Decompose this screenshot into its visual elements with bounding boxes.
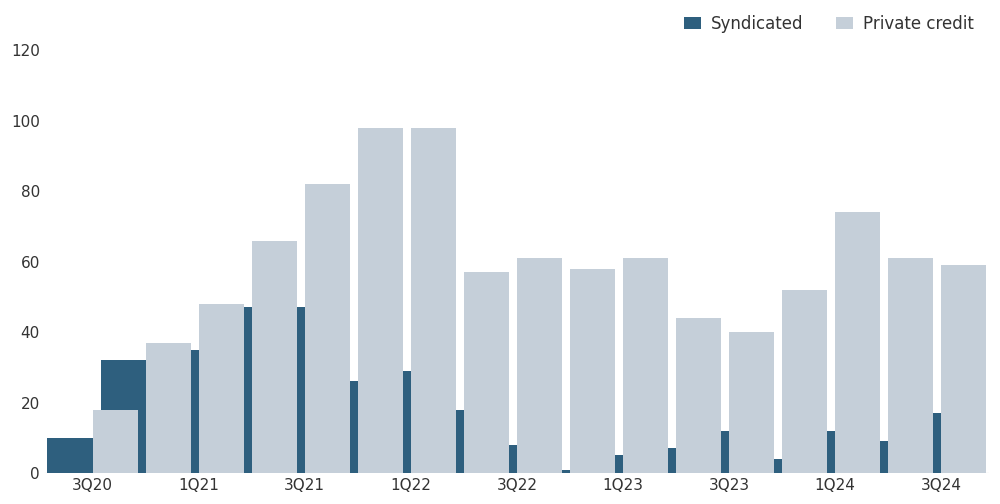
Bar [835,212,880,473]
Bar [305,184,350,473]
Bar [684,431,729,473]
Bar [517,258,562,473]
Bar [358,128,403,473]
Bar [252,240,297,473]
Bar [199,304,244,473]
Bar [260,307,305,473]
Bar [154,350,199,473]
Bar [366,371,411,473]
Bar [676,318,721,473]
Bar [464,272,509,473]
Bar [146,343,191,473]
Bar [941,265,986,473]
Bar [570,269,615,473]
Bar [207,307,252,473]
Bar [411,128,456,473]
Bar [843,442,888,473]
Bar [737,459,782,473]
Bar [101,360,146,473]
Bar [790,431,835,473]
Bar [313,382,358,473]
Bar [93,410,138,473]
Bar [896,413,941,473]
Bar [631,449,676,473]
Bar [729,332,774,473]
Bar [525,470,570,473]
Bar [578,456,623,473]
Bar [623,258,668,473]
Bar [47,438,93,473]
Bar [782,290,827,473]
Legend: Syndicated, Private credit: Syndicated, Private credit [677,8,981,39]
Bar [472,445,517,473]
Bar [888,258,933,473]
Bar [419,410,464,473]
